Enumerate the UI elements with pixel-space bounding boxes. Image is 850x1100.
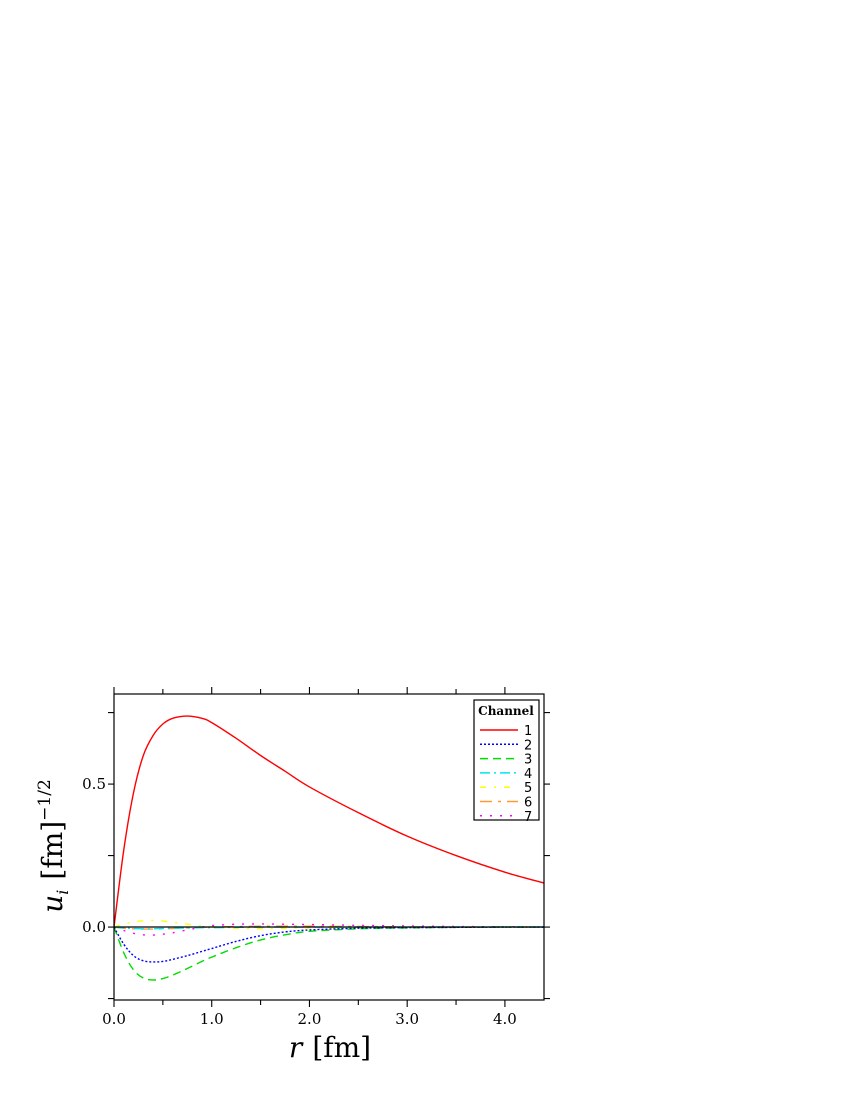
x-tick-label: 1.0 — [200, 1010, 224, 1028]
svg-text:ui[fm]−1/2: ui[fm]−1/2 — [35, 779, 72, 913]
legend-label-channel-1: 1 — [524, 724, 532, 739]
legend-label-channel-6: 6 — [524, 796, 532, 811]
axis-ticks — [108, 687, 550, 1007]
plot-frame — [113, 693, 545, 1001]
y-tick-label: 0.0 — [82, 918, 106, 936]
x-tick-label: 0.0 — [102, 1010, 126, 1028]
x-tick-label: 2.0 — [298, 1010, 322, 1028]
legend-box — [473, 699, 540, 821]
legend-label-channel-5: 5 — [524, 781, 532, 796]
x-axis-label: r [fm] — [289, 1031, 371, 1064]
legend-label-channel-2: 2 — [524, 738, 532, 753]
legend-label-channel-7: 7 — [524, 810, 532, 825]
y-tick-label: 0.5 — [82, 775, 106, 793]
legend-label-channel-3: 3 — [524, 753, 532, 768]
series-line-channel-4 — [113, 926, 544, 930]
tick-labels: 0.0 1.0 2.0 3.0 4.0 0.0 0.5 — [82, 775, 517, 1028]
series-line-channel-3 — [113, 926, 545, 981]
y-axis-label: ui[fm]−1/2 — [35, 779, 72, 913]
legend-label-channel-4: 4 — [524, 767, 532, 782]
legend-title: Channel — [478, 704, 534, 718]
series-line-channel-7 — [113, 923, 545, 936]
x-tick-label: 4.0 — [493, 1010, 517, 1028]
series-line-channel-2 — [113, 926, 545, 963]
series-line-channel-1 — [113, 715, 545, 928]
x-tick-label: 3.0 — [395, 1010, 419, 1028]
